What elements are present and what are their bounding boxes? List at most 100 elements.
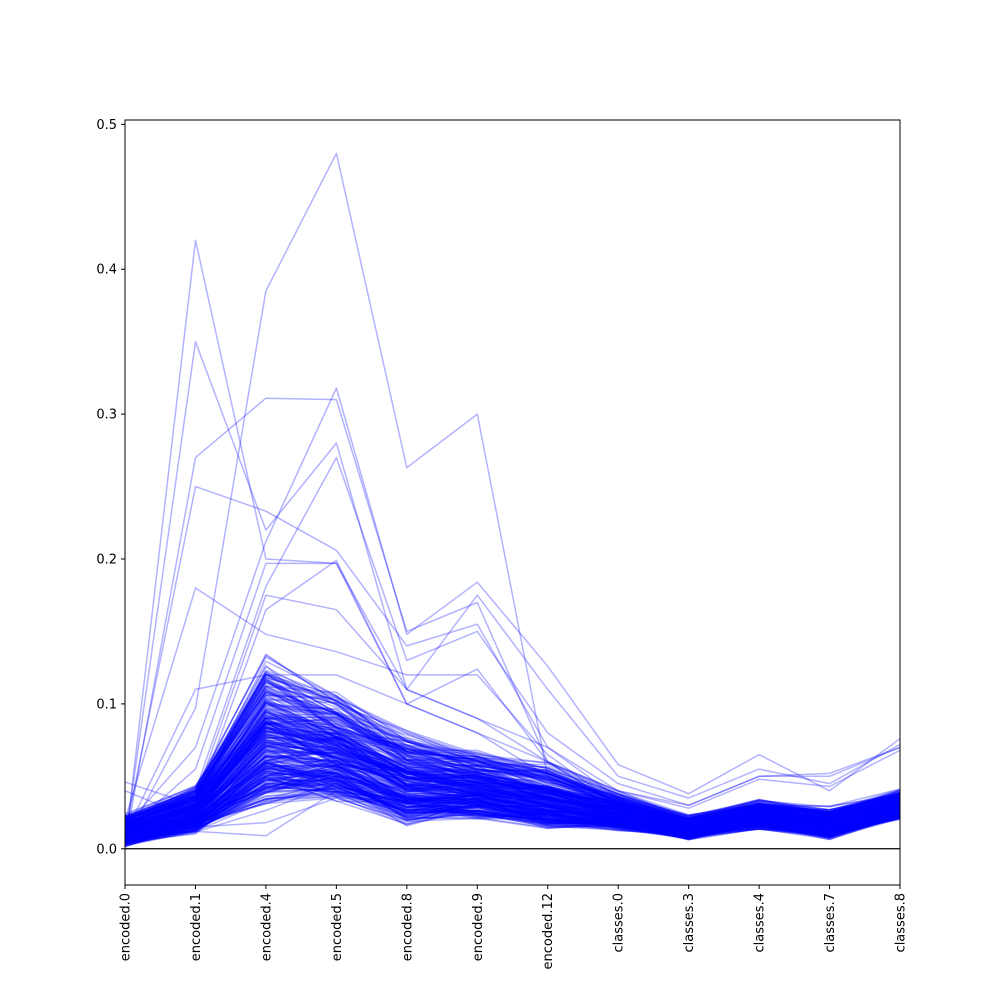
- bulk-series-line: [124, 740, 901, 839]
- series-line: [124, 485, 901, 835]
- bulk-series-line: [124, 786, 901, 841]
- bulk-series-line: [124, 741, 901, 831]
- bulk-series-line: [124, 751, 901, 835]
- bulk-series-line: [124, 739, 901, 836]
- bulk-series-line: [124, 768, 901, 837]
- bulk-series-line: [124, 774, 901, 846]
- bulk-series-line: [124, 754, 901, 838]
- bulk-series-line: [124, 775, 901, 845]
- bulk-series-line: [124, 711, 901, 823]
- bulk-series-line: [124, 764, 901, 842]
- bulk-series-line: [124, 782, 901, 845]
- bulk-series-line: [124, 755, 901, 839]
- bulk-series-line: [124, 787, 901, 840]
- bulk-series-line: [124, 672, 901, 825]
- bulk-series-line: [124, 768, 901, 847]
- bulk-series-line: [124, 742, 901, 829]
- series-line: [124, 397, 901, 845]
- bulk-series-line: [124, 707, 901, 827]
- bulk-series-line: [124, 759, 901, 840]
- bulk-series-line: [124, 772, 901, 841]
- bulk-series-line: [124, 670, 901, 827]
- bulk-series-line: [124, 717, 901, 826]
- bulk-series-line: [124, 744, 901, 835]
- bulk-series-line: [124, 787, 901, 842]
- bulk-series-line: [124, 750, 901, 835]
- bulk-series-line: [124, 728, 901, 827]
- bulk-series-line: [124, 783, 901, 842]
- bulk-series-line: [124, 767, 901, 843]
- bulk-series-line: [124, 742, 901, 834]
- bulk-series-line: [124, 717, 901, 835]
- bulk-series-line: [124, 736, 901, 832]
- bulk-series-line: [124, 701, 901, 821]
- bulk-series-line: [124, 687, 901, 826]
- bulk-series-line: [124, 770, 901, 845]
- bulk-series-line: [124, 745, 901, 835]
- x-tick-label: encoded.1: [189, 893, 204, 961]
- bulk-series-line: [124, 753, 901, 836]
- bulk-series-line: [124, 762, 901, 841]
- bulk-series-line: [124, 737, 901, 832]
- bulk-series-line: [124, 720, 901, 830]
- bulk-series-line: [124, 719, 901, 831]
- bulk-series-line: [124, 736, 901, 834]
- bulk-series-line: [124, 771, 901, 845]
- bulk-series-line: [124, 722, 901, 829]
- bulk-series-line: [124, 723, 901, 837]
- x-tick-label: classes.0: [612, 893, 627, 952]
- bulk-series-line: [124, 741, 901, 833]
- bulk-series-line: [124, 752, 901, 834]
- bulk-series-line: [124, 744, 901, 836]
- bulk-series-line: [124, 689, 901, 825]
- bulk-series-line: [124, 769, 901, 838]
- bulk-series-line: [124, 710, 901, 831]
- bulk-series-line: [124, 769, 901, 840]
- bulk-series-line: [124, 733, 901, 832]
- bulk-series-line: [124, 678, 901, 826]
- bulk-series-line: [124, 721, 901, 824]
- bulk-series-line: [124, 732, 901, 837]
- bulk-series-line: [124, 669, 901, 819]
- bulk-series-line: [124, 768, 901, 840]
- bulk-series-line: [124, 751, 901, 835]
- bulk-series-line: [124, 762, 901, 840]
- series-line: [124, 559, 901, 838]
- bulk-series-line: [124, 716, 901, 825]
- bulk-series-line: [124, 676, 901, 821]
- bulk-series-line: [124, 765, 901, 836]
- bulk-series-line: [124, 778, 901, 843]
- bulk-series-line: [124, 735, 901, 839]
- bulk-series-line: [124, 758, 901, 842]
- bulk-series-line: [124, 784, 901, 844]
- bulk-series-line: [124, 694, 901, 820]
- bulk-series-line: [124, 781, 901, 844]
- x-tick-label: classes.3: [682, 893, 697, 952]
- bulk-series-line: [124, 743, 901, 833]
- bulk-series-line: [124, 732, 901, 835]
- bulk-series-line: [124, 721, 901, 835]
- bulk-series-line: [124, 728, 901, 831]
- bulk-series-line: [124, 757, 901, 841]
- bulk-series-line: [124, 703, 901, 823]
- bulk-series-line: [124, 762, 901, 842]
- x-tick-label: encoded.9: [471, 893, 486, 961]
- bulk-series-line: [124, 678, 901, 824]
- bulk-series-line: [124, 763, 901, 836]
- bulk-series-line: [124, 771, 901, 847]
- bulk-series-line: [124, 678, 901, 822]
- bulk-series-line: [124, 698, 901, 832]
- bulk-series-line: [124, 783, 901, 847]
- bulk-series-line: [124, 691, 901, 822]
- series-line: [124, 668, 901, 835]
- bulk-series-line: [124, 775, 901, 846]
- bulk-series-line: [124, 755, 901, 841]
- bulk-series-line: [124, 760, 901, 834]
- bulk-series-line: [124, 682, 901, 821]
- bulk-series-line: [124, 691, 901, 822]
- bulk-series-line: [124, 772, 901, 840]
- bulk-series-line: [124, 727, 901, 827]
- bulk-series-line: [124, 716, 901, 828]
- series-line: [124, 746, 901, 836]
